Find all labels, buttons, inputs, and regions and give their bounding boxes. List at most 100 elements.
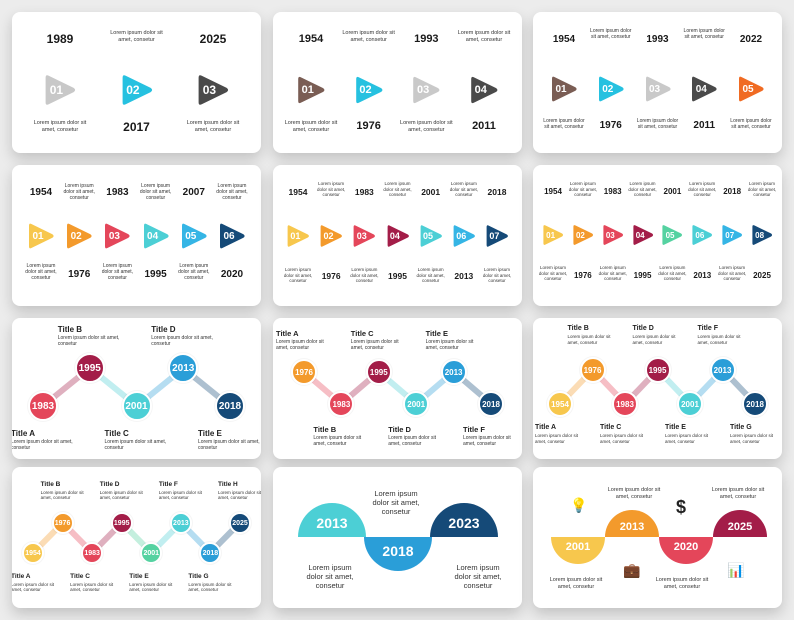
slide-seven-step-timeline[interactable]: 01 1954 Lorem ipsum dolor sit amet, conset…	[273, 165, 522, 306]
step-title: Title C	[350, 329, 374, 338]
slide-seven-circle-wave[interactable]: 1954 Title A Lorem ipsum dolor sit amet, c…	[533, 318, 782, 459]
semicircle-segment[interactable]: 2018	[364, 537, 432, 571]
play-triangle-icon: 08	[750, 223, 774, 247]
year-circle[interactable]: 1983	[28, 391, 58, 421]
year-circle[interactable]: 2001	[121, 391, 152, 421]
semicircle-segment[interactable]: 2013	[605, 510, 659, 537]
year-circle[interactable]: 1995	[644, 357, 671, 383]
year-circle[interactable]: 2018	[199, 542, 222, 564]
play-triangle-icon: 02	[64, 221, 94, 251]
step-number: 03	[202, 83, 217, 97]
step-title: Title E	[425, 329, 448, 338]
description-text: Lorem ipsum dolor sit amet, consetur	[400, 120, 453, 133]
play-triangle-icon: 02	[119, 72, 155, 108]
year-circle[interactable]: 2001	[140, 542, 163, 564]
year-circle[interactable]: 1976	[51, 512, 74, 534]
semicircle-segment[interactable]: 2020	[659, 537, 713, 564]
step-title: Title A	[535, 424, 557, 431]
year-circle[interactable]: 1976	[579, 357, 606, 383]
year-label: 2007	[182, 187, 205, 198]
description-text: Lorem ipsum dolor sit amet, consetur	[158, 489, 202, 501]
description-text: Lorem ipsum dolor sit amet, consetur	[63, 183, 95, 201]
slide-eight-step-timeline[interactable]: 01 1954 Lorem ipsum dolor sit amet, conset…	[533, 165, 782, 306]
slide-eight-circle-wave[interactable]: 1954 Title A Lorem ipsum dolor sit amet, c…	[12, 467, 261, 608]
year-circle[interactable]: 2018	[478, 391, 504, 417]
play-triangle-icon: 01	[42, 72, 78, 108]
slide-six-circle-wave[interactable]: 1976 Title A Lorem ipsum dolor sit amet, c…	[273, 318, 522, 459]
description-text: Lorem ipsum dolor sit amet, consetur	[628, 181, 657, 197]
description-text: Lorem ipsum dolor sit amet, consetur	[449, 181, 478, 197]
year-circle[interactable]: 1954	[547, 391, 573, 417]
year-label: 1995	[633, 271, 652, 280]
step-title: Title F	[463, 425, 485, 434]
year-label: 1954	[552, 34, 576, 45]
step-number: 05	[742, 83, 754, 95]
year-circle[interactable]: 2013	[169, 512, 192, 534]
step-number: 02	[70, 230, 82, 242]
step-title: Title E	[129, 573, 149, 580]
step-number: 03	[356, 231, 367, 241]
slide-four-step-timeline[interactable]: 01 1954 Lorem ipsum dolor sit amet, conset…	[273, 12, 522, 153]
year-circle[interactable]: 2013	[440, 359, 467, 385]
year-circle[interactable]: 2018	[742, 391, 768, 417]
year-label: 2017	[123, 120, 150, 134]
description-text: Lorem ipsum dolor sit amet, consetur	[151, 335, 213, 347]
description-text: Lorem ipsum dolor sit amet, consetur	[598, 265, 627, 281]
step-number: 03	[605, 230, 615, 240]
year-circle[interactable]: 1995	[74, 353, 105, 383]
year-circle[interactable]: 1983	[328, 391, 355, 417]
description-text: Lorem ipsum dolor sit amet, consetur	[25, 263, 57, 281]
semicircle-segment[interactable]: 2001	[551, 537, 605, 564]
description-text: Lorem ipsum dolor sit amet, consetur	[317, 181, 346, 197]
slide-five-step-timeline[interactable]: 01 1954 Lorem ipsum dolor sit amet, conset…	[533, 12, 782, 153]
play-triangle-icon: 01	[26, 221, 56, 251]
description-text: Lorem ipsum dolor sit amet, consetur	[33, 120, 87, 133]
year-circle[interactable]: 2013	[709, 357, 736, 383]
year-circle[interactable]: 1995	[365, 359, 392, 385]
year-label: 2022	[739, 34, 763, 45]
play-triangle-icon: 03	[601, 223, 625, 247]
year-circle[interactable]: 2025	[229, 512, 251, 534]
step-title: Title E	[198, 429, 222, 438]
play-triangle-icon: 07	[484, 223, 510, 249]
year-circle[interactable]: 2001	[677, 391, 703, 417]
year-circle[interactable]: 1995	[110, 512, 133, 534]
play-triangle-icon: 05	[418, 223, 444, 249]
year-circle[interactable]: 2018	[215, 391, 245, 421]
description-text: Lorem ipsum dolor sit amet, consetur	[178, 263, 210, 281]
year-circle[interactable]: 2001	[403, 391, 430, 417]
description-text: Lorem ipsum dolor sit amet, consetur	[139, 183, 172, 201]
slide-five-circle-wave[interactable]: 1983 Title A Lorem ipsum dolor sit amet, c…	[12, 318, 261, 459]
play-triangle-icon: 03	[195, 72, 231, 108]
step-number: 02	[602, 83, 614, 95]
semicircle-segment[interactable]: 2023	[430, 503, 498, 537]
play-triangle-icon: 03	[643, 74, 673, 104]
description-text: Lorem ipsum dolor sit amet, consetur	[463, 434, 511, 447]
description-text: Lorem ipsum dolor sit amet, consetur	[284, 120, 338, 133]
semicircle-segment[interactable]: 2025	[713, 510, 767, 537]
play-triangle-icon: 06	[690, 223, 714, 247]
slide-three-step-timeline[interactable]: 01 1989 Lorem ipsum dolor sit amet, conset…	[12, 12, 261, 153]
year-label: 2025	[753, 271, 771, 280]
slide-three-semicircle-timeline[interactable]: 2013 2018 2023 Lorem ipsum dolor sit amet, …	[273, 467, 522, 608]
year-circle[interactable]: 1983	[612, 391, 638, 417]
year-circle[interactable]: 2013	[168, 353, 199, 383]
year-label: 1995	[144, 269, 167, 280]
description-text: Lorem ipsum dolor sit amet, consetur	[543, 118, 585, 130]
slide-four-semicircle-timeline[interactable]: 2001 2013 2020 2025 💡 $ 💼 📊 Lorem ipsum dolor si…	[533, 467, 782, 608]
year-label: 2011	[472, 120, 496, 132]
slide-six-step-timeline[interactable]: 01 1954 Lorem ipsum dolor sit amet, conset…	[12, 165, 261, 306]
year-circle[interactable]: 1954	[22, 542, 44, 564]
year-label: 1976	[356, 120, 381, 132]
step-number: 01	[290, 231, 301, 241]
step-number: 02	[359, 84, 372, 96]
semicircle-segment[interactable]: 2013	[298, 503, 366, 537]
year-circle[interactable]: 1976	[291, 359, 317, 385]
step-number: 04	[147, 230, 159, 242]
year-label: 1995	[388, 271, 407, 281]
description-text: Lorem ipsum dolor sit amet, consetur	[40, 489, 84, 501]
play-triangle-icon: 04	[631, 223, 655, 247]
year-circle[interactable]: 1983	[81, 542, 104, 564]
description-text: Lorem ipsum dolor sit amet, consetur	[607, 487, 661, 500]
play-triangle-icon: 03	[351, 223, 377, 249]
